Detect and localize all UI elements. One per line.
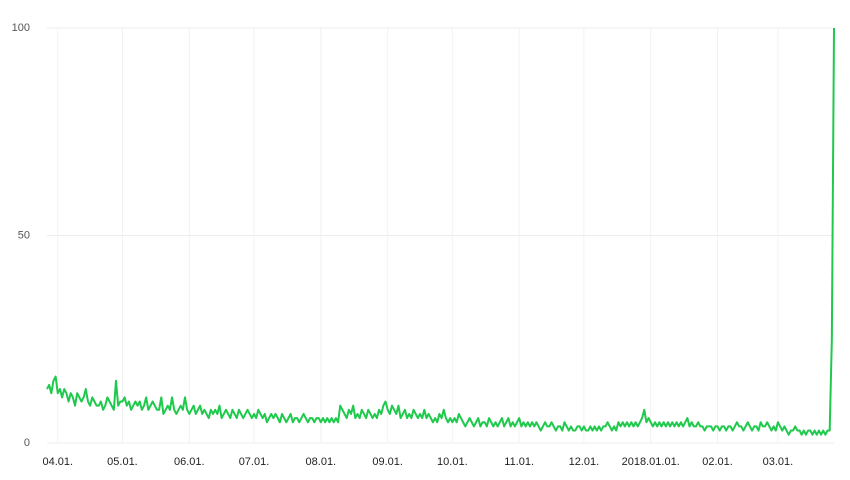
x-tick-label: 07.01. bbox=[239, 456, 270, 468]
x-tick-label: 02.01. bbox=[702, 456, 733, 468]
x-tick-label: 11.01. bbox=[504, 456, 534, 468]
line bbox=[46, 27, 835, 436]
x-tick-label: 04.01. bbox=[42, 456, 73, 468]
x-tick-label: 12.01. bbox=[569, 456, 600, 468]
x-tick-label: 05.01. bbox=[107, 456, 138, 468]
x-tick-label: 10.01. bbox=[437, 456, 468, 468]
y-tick-label: 0 bbox=[24, 437, 30, 449]
y-tick-label: 100 bbox=[12, 22, 30, 34]
x-tick-label: 06.01. bbox=[174, 456, 205, 468]
y-tick-label: 50 bbox=[18, 229, 30, 241]
x-tick-label: 03.01. bbox=[763, 456, 794, 468]
x-tick-label: 09.01. bbox=[372, 456, 403, 468]
x-tick-label: 08.01. bbox=[306, 456, 337, 468]
x-tick-label: 2018.01.01. bbox=[622, 456, 680, 468]
